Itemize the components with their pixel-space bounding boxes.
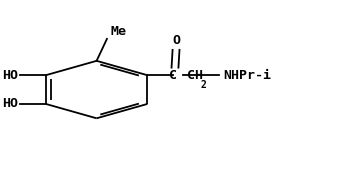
Text: HO: HO bbox=[2, 98, 18, 110]
Text: O: O bbox=[172, 34, 180, 47]
Text: NHPr-i: NHPr-i bbox=[223, 69, 271, 82]
Text: 2: 2 bbox=[200, 79, 206, 90]
Text: Me: Me bbox=[110, 25, 126, 38]
Text: C: C bbox=[169, 69, 177, 82]
Text: HO: HO bbox=[2, 69, 18, 82]
Text: CH: CH bbox=[187, 69, 203, 82]
